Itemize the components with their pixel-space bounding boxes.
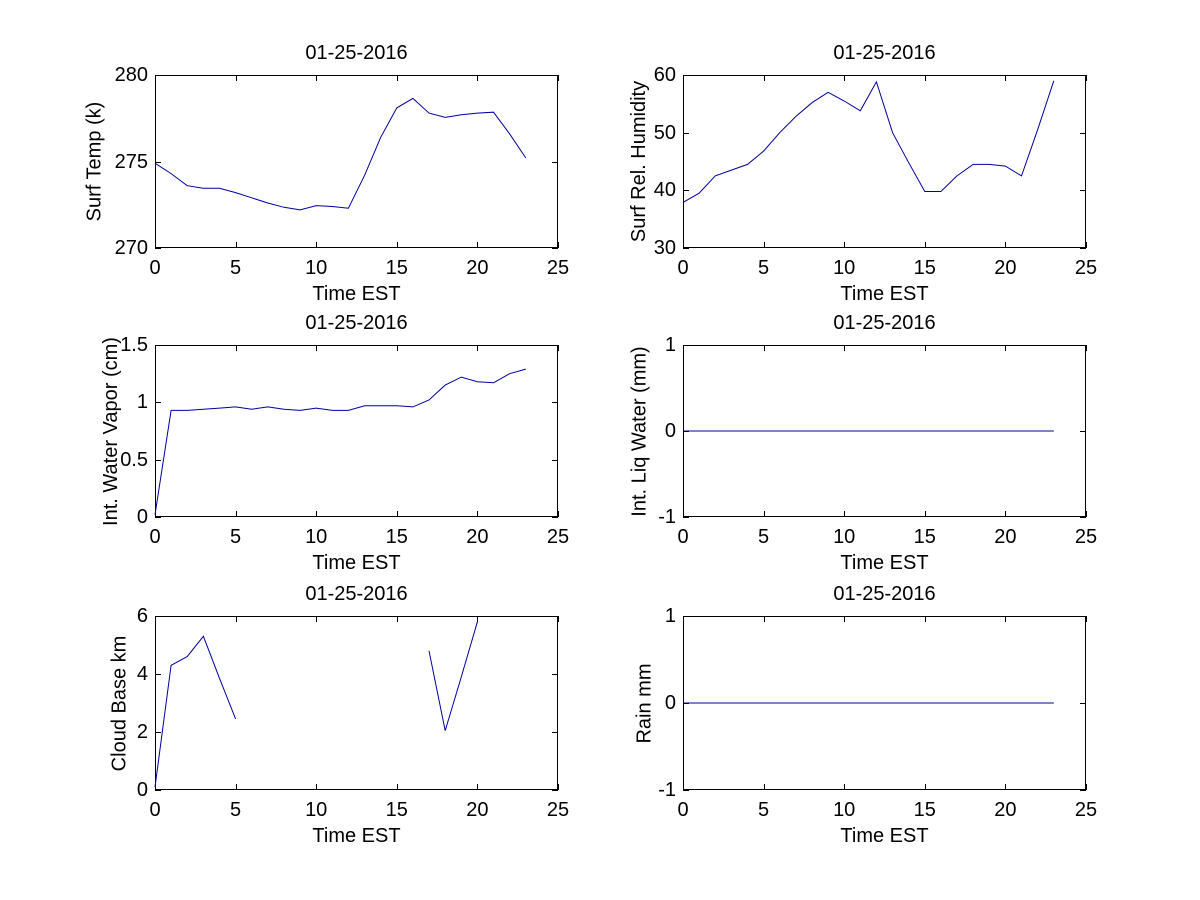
y-tick-label: 50 (653, 121, 676, 144)
y-tick-label: 6 (136, 605, 148, 627)
y-axis-label: Surf Rel. Humidity (628, 80, 651, 243)
y-tick-label: -1 (658, 506, 676, 528)
plot-area (154, 75, 559, 249)
y-tick-label: 0.5 (120, 448, 148, 471)
y-tick-label: 40 (653, 179, 676, 202)
x-tick-label: 0 (677, 799, 689, 821)
subplot-water-vapor: 01-25-2016 Int. Water Vapor (cm) Time ES… (100, 312, 570, 574)
y-tick-label: 270 (114, 237, 148, 259)
x-tick-label: 25 (546, 257, 570, 279)
x-tick-label: 0 (677, 257, 689, 279)
plot-title: 01-25-2016 (305, 312, 408, 334)
y-tick-label: 2 (136, 721, 148, 743)
x-tick-label: 15 (913, 526, 936, 548)
x-axis-label: Time EST (312, 283, 401, 305)
x-tick-label: 25 (1074, 526, 1098, 548)
x-tick-label: 10 (305, 799, 328, 821)
y-axis-label: Cloud Base km (108, 635, 131, 771)
x-tick-label: 10 (305, 257, 328, 279)
x-tick-label: 5 (230, 257, 242, 279)
x-tick-label: 10 (305, 526, 328, 548)
x-tick-label: 20 (994, 526, 1017, 548)
x-tick-label: 10 (833, 257, 856, 279)
y-tick-label: 1 (136, 391, 148, 414)
x-axis-label: Time EST (840, 825, 929, 847)
x-tick-label: 15 (913, 799, 936, 821)
x-tick-label: 25 (546, 799, 570, 821)
y-tick-label: 1 (664, 605, 676, 627)
subplot-surf-temp: 01-25-2016 Surf Temp (k) Time EST 0 5 10 15… (84, 42, 570, 305)
subplot-liq-water: 01-25-2016 Int. Liq Water (mm) Time EST … (629, 312, 1098, 574)
y-tick-label: 0 (664, 420, 676, 442)
x-tick-label: 20 (466, 526, 489, 548)
y-tick-label: 275 (114, 150, 148, 173)
y-tick-label: 0 (136, 779, 148, 801)
x-tick-label: 20 (994, 257, 1017, 279)
x-tick-label: 25 (1074, 257, 1098, 279)
x-tick-label: 5 (758, 526, 770, 548)
x-axis-label: Time EST (840, 552, 929, 574)
y-tick-label: 0 (136, 506, 148, 528)
x-tick-label: 0 (149, 526, 161, 548)
x-tick-label: 5 (758, 799, 770, 821)
x-tick-label: 5 (758, 257, 770, 279)
y-axis-label: Int. Water Vapor (cm) (99, 336, 122, 526)
x-tick-label: 0 (677, 526, 689, 548)
x-tick-label: 5 (230, 799, 242, 821)
x-tick-label: 10 (833, 799, 856, 821)
x-tick-label: 25 (546, 526, 570, 548)
y-tick-label: -1 (658, 779, 676, 801)
plot-title: 01-25-2016 (305, 583, 408, 605)
subplot-cloud-base: 01-25-2016 Cloud Base km Time EST 0 5 10 15… (109, 583, 570, 847)
x-tick-label: 0 (149, 799, 161, 821)
x-tick-label: 15 (913, 257, 936, 279)
x-tick-label: 15 (385, 799, 408, 821)
x-tick-label: 20 (466, 799, 489, 821)
x-axis-label: Time EST (840, 283, 929, 305)
plot-title: 01-25-2016 (305, 42, 408, 64)
x-axis-label: Time EST (312, 552, 401, 574)
plot-title: 01-25-2016 (833, 42, 936, 64)
y-tick-label: 60 (653, 64, 676, 86)
plot-title: 01-25-2016 (833, 583, 936, 605)
x-tick-label: 5 (230, 526, 242, 548)
y-tick-label: 4 (136, 663, 148, 685)
subplot-rel-humidity: 01-25-2016 Surf Rel. Humidity Time EST 0… (629, 42, 1098, 305)
plot-area (154, 616, 559, 791)
y-tick-label: 30 (653, 237, 676, 259)
x-tick-label: 25 (1074, 799, 1098, 821)
x-tick-label: 15 (385, 257, 408, 279)
x-tick-label: 10 (833, 526, 856, 548)
x-tick-label: 0 (149, 257, 161, 279)
y-tick-label: 280 (114, 64, 148, 86)
subplot-rain: 01-25-2016 Rain mm Time EST 0 5 10 15 20 25 -1… (634, 583, 1098, 847)
x-tick-label: 20 (994, 799, 1017, 821)
plot-area (683, 345, 1087, 518)
y-tick-label: 1.5 (120, 334, 148, 356)
plot-area (154, 345, 559, 518)
y-tick-label: 0 (664, 692, 676, 714)
plot-title: 01-25-2016 (833, 312, 936, 334)
plot-area (683, 616, 1087, 791)
x-tick-label: 20 (466, 257, 489, 279)
x-axis-label: Time EST (312, 825, 401, 847)
x-tick-label: 15 (385, 526, 408, 548)
plot-area (682, 75, 1087, 249)
y-tick-label: 1 (664, 334, 676, 356)
